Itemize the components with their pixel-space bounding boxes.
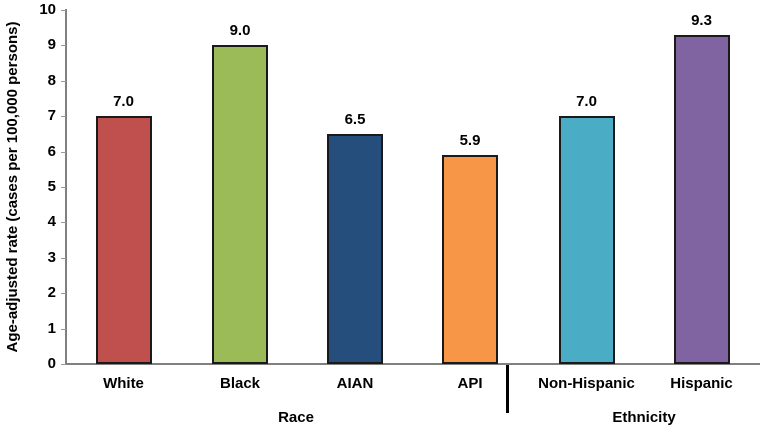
y-tick-label: 6 — [47, 142, 56, 160]
bar-api — [442, 155, 498, 364]
y-tick-mark — [61, 222, 66, 224]
bar-value-label: 9.3 — [691, 11, 712, 29]
group-divider-line — [506, 365, 509, 413]
y-tick-mark — [61, 151, 66, 153]
y-tick-mark — [61, 364, 66, 365]
group-label-ethnicity: Ethnicity — [612, 409, 676, 426]
bar-value-label: 6.5 — [344, 110, 366, 128]
y-tick-mark — [61, 10, 66, 11]
bar-white — [95, 116, 152, 364]
y-tick-label: 1 — [47, 319, 56, 337]
y-tick-label: 10 — [39, 1, 56, 18]
group-label-race: Race — [278, 409, 314, 426]
x-tick-label: Non-Hispanic — [538, 375, 635, 392]
y-tick-mark — [61, 328, 66, 330]
y-tick-mark — [61, 187, 66, 188]
y-tick-label: 7 — [47, 107, 56, 125]
y-tick-label: 0 — [47, 355, 56, 372]
bar-value-label: 5.9 — [459, 132, 481, 150]
x-tick-label: Hispanic — [670, 375, 733, 392]
x-tick-label: Black — [219, 375, 261, 392]
y-tick-label: 4 — [47, 213, 56, 231]
x-tick-label: AIAN — [336, 375, 374, 392]
y-tick-mark — [61, 80, 66, 82]
x-axis-line — [65, 363, 760, 365]
bar-black — [212, 45, 268, 364]
y-axis-line — [65, 9, 67, 365]
bar-hispanic — [673, 34, 730, 364]
y-tick-label: 3 — [47, 248, 56, 266]
x-tick-label: API — [457, 375, 483, 392]
bar-aian — [327, 133, 383, 364]
y-tick-mark — [61, 116, 66, 118]
bar-non-hispanic — [558, 116, 615, 364]
y-tick-label: 8 — [47, 71, 56, 89]
y-tick-label: 9 — [47, 36, 56, 54]
bar-value-label: 7.0 — [576, 93, 597, 111]
y-tick-mark — [61, 45, 66, 47]
y-tick-mark — [61, 293, 66, 295]
bar-value-label: 9.0 — [229, 22, 251, 40]
y-tick-mark — [61, 257, 66, 259]
x-tick-label: White — [103, 375, 144, 392]
bar-value-label: 7.0 — [113, 93, 134, 111]
y-tick-label: 2 — [47, 284, 56, 302]
y-tick-label: 5 — [47, 178, 56, 195]
